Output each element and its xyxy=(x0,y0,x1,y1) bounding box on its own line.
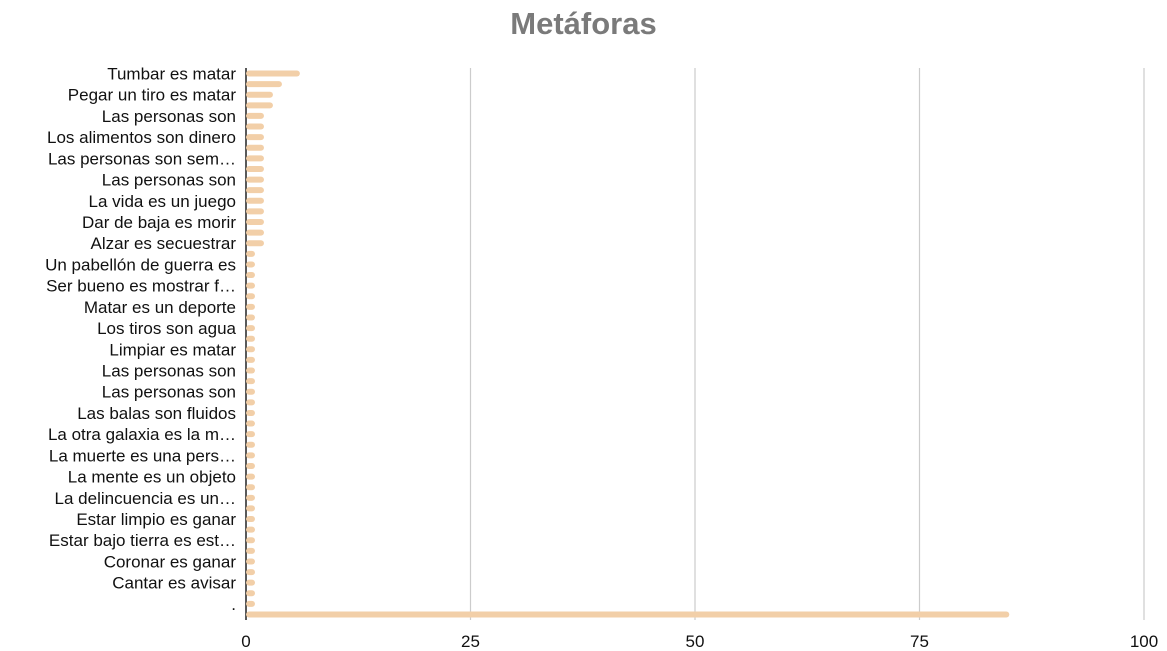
bar xyxy=(246,346,255,353)
bar xyxy=(246,208,264,215)
category-label: Un pabellón de guerra es xyxy=(45,255,236,274)
bar xyxy=(246,81,282,88)
x-tick-label: 100 xyxy=(1130,632,1158,651)
bar xyxy=(246,505,255,512)
bar xyxy=(246,473,255,480)
category-label: Estar bajo tierra es est… xyxy=(49,531,236,550)
bar xyxy=(246,420,255,427)
bar xyxy=(246,165,264,172)
category-label: Estar limpio es ganar xyxy=(76,510,236,529)
bar xyxy=(246,134,264,141)
bar xyxy=(246,250,255,257)
bar xyxy=(246,123,264,130)
bar xyxy=(246,611,1010,618)
bar xyxy=(246,144,264,151)
bar xyxy=(246,431,255,438)
category-label: Las personas son xyxy=(102,362,236,381)
x-tick-label: 25 xyxy=(461,632,480,651)
bar xyxy=(246,590,255,597)
bar xyxy=(246,600,255,607)
category-label: Dar de baja es morir xyxy=(82,213,236,232)
category-label: Las personas son xyxy=(102,171,236,190)
bar xyxy=(246,155,264,162)
bar xyxy=(246,303,255,310)
category-label: Alzar es secuestrar xyxy=(91,234,237,253)
bar xyxy=(246,388,255,395)
bar xyxy=(246,356,255,363)
bar xyxy=(246,452,255,459)
bar xyxy=(246,484,255,491)
bar xyxy=(246,70,300,77)
category-label: Las balas son fluidos xyxy=(77,404,236,423)
category-label: Los tiros son agua xyxy=(97,319,236,338)
bar xyxy=(246,102,273,109)
bar xyxy=(246,219,264,226)
bar xyxy=(246,282,255,289)
bar xyxy=(246,229,264,236)
bar xyxy=(246,462,255,469)
category-label: Pegar un tiro es matar xyxy=(68,86,237,105)
category-label: Ser bueno es mostrar f… xyxy=(46,277,236,296)
category-label: Coronar es ganar xyxy=(104,552,237,571)
category-label: Matar es un deporte xyxy=(84,298,236,317)
bar xyxy=(246,494,255,501)
category-label: Los alimentos son dinero xyxy=(47,128,236,147)
category-label: Las personas son xyxy=(102,383,236,402)
bar xyxy=(246,272,255,279)
category-label: La otra galaxia es la m… xyxy=(48,425,236,444)
x-tick-label: 0 xyxy=(241,632,250,651)
category-label: La muerte es una pers… xyxy=(49,446,236,465)
category-label: La delincuencia es un… xyxy=(55,489,236,508)
bar xyxy=(246,187,264,194)
chart-title: Metáforas xyxy=(510,6,657,41)
x-tick-label: 50 xyxy=(686,632,705,651)
bar xyxy=(246,537,255,544)
bar xyxy=(246,176,264,183)
bar xyxy=(246,558,255,565)
bar xyxy=(246,325,255,332)
bar xyxy=(246,240,264,247)
bar xyxy=(246,261,255,268)
bar xyxy=(246,91,273,98)
bar xyxy=(246,516,255,523)
bar xyxy=(246,335,255,342)
bar xyxy=(246,367,255,374)
category-label: Las personas son xyxy=(102,107,236,126)
bar xyxy=(246,579,255,586)
category-label: Tumbar es matar xyxy=(107,65,236,84)
category-label: Cantar es avisar xyxy=(112,574,236,593)
bar xyxy=(246,314,255,321)
bar xyxy=(246,569,255,576)
bar xyxy=(246,112,264,119)
bar xyxy=(246,441,255,448)
bar xyxy=(246,409,255,416)
bar xyxy=(246,293,255,300)
category-label: . xyxy=(231,595,236,614)
category-label: Limpiar es matar xyxy=(109,340,236,359)
bar xyxy=(246,526,255,533)
bar xyxy=(246,547,255,554)
category-label: La mente es un objeto xyxy=(68,468,236,487)
x-tick-label: 75 xyxy=(910,632,929,651)
bar xyxy=(246,197,264,204)
category-label: Las personas son sem… xyxy=(48,149,236,168)
category-label: La vida es un juego xyxy=(89,192,236,211)
bar xyxy=(246,399,255,406)
bar xyxy=(246,378,255,385)
